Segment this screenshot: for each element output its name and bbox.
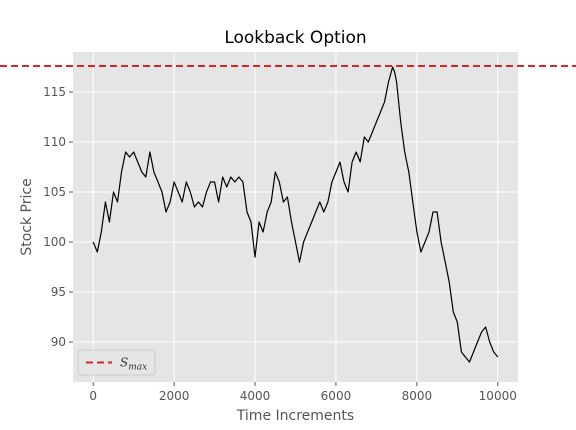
price-path-line <box>92 66 499 363</box>
x-tick-label: 0 <box>89 389 97 403</box>
x-tick-label: 4000 <box>240 389 271 403</box>
legend-label-smax: Smax <box>120 356 147 373</box>
y-tick-label: 90 <box>51 335 66 349</box>
y-tick-label: 110 <box>43 135 66 149</box>
axis-ticks: 0 2000 4000 6000 8000 10000 90 95 100 105 110 115 <box>43 85 517 403</box>
x-tick-label: 10000 <box>479 389 517 403</box>
y-axis-label: Stock Price <box>19 178 35 255</box>
legend: Smax <box>77 349 156 376</box>
y-tick-label: 115 <box>43 85 66 99</box>
plot-area <box>73 52 518 382</box>
chart-title: Lookback Option <box>224 28 366 48</box>
y-tick-label: 100 <box>43 235 66 249</box>
y-tick-label: 105 <box>43 185 66 199</box>
legend-box <box>77 349 156 376</box>
x-tick-label: 2000 <box>159 389 190 403</box>
x-axis-label: Time Increments <box>236 408 354 424</box>
x-tick-label: 8000 <box>402 389 433 403</box>
x-tick-label: 6000 <box>321 389 352 403</box>
y-tick-label: 95 <box>51 285 66 299</box>
series-layer <box>0 65 576 363</box>
